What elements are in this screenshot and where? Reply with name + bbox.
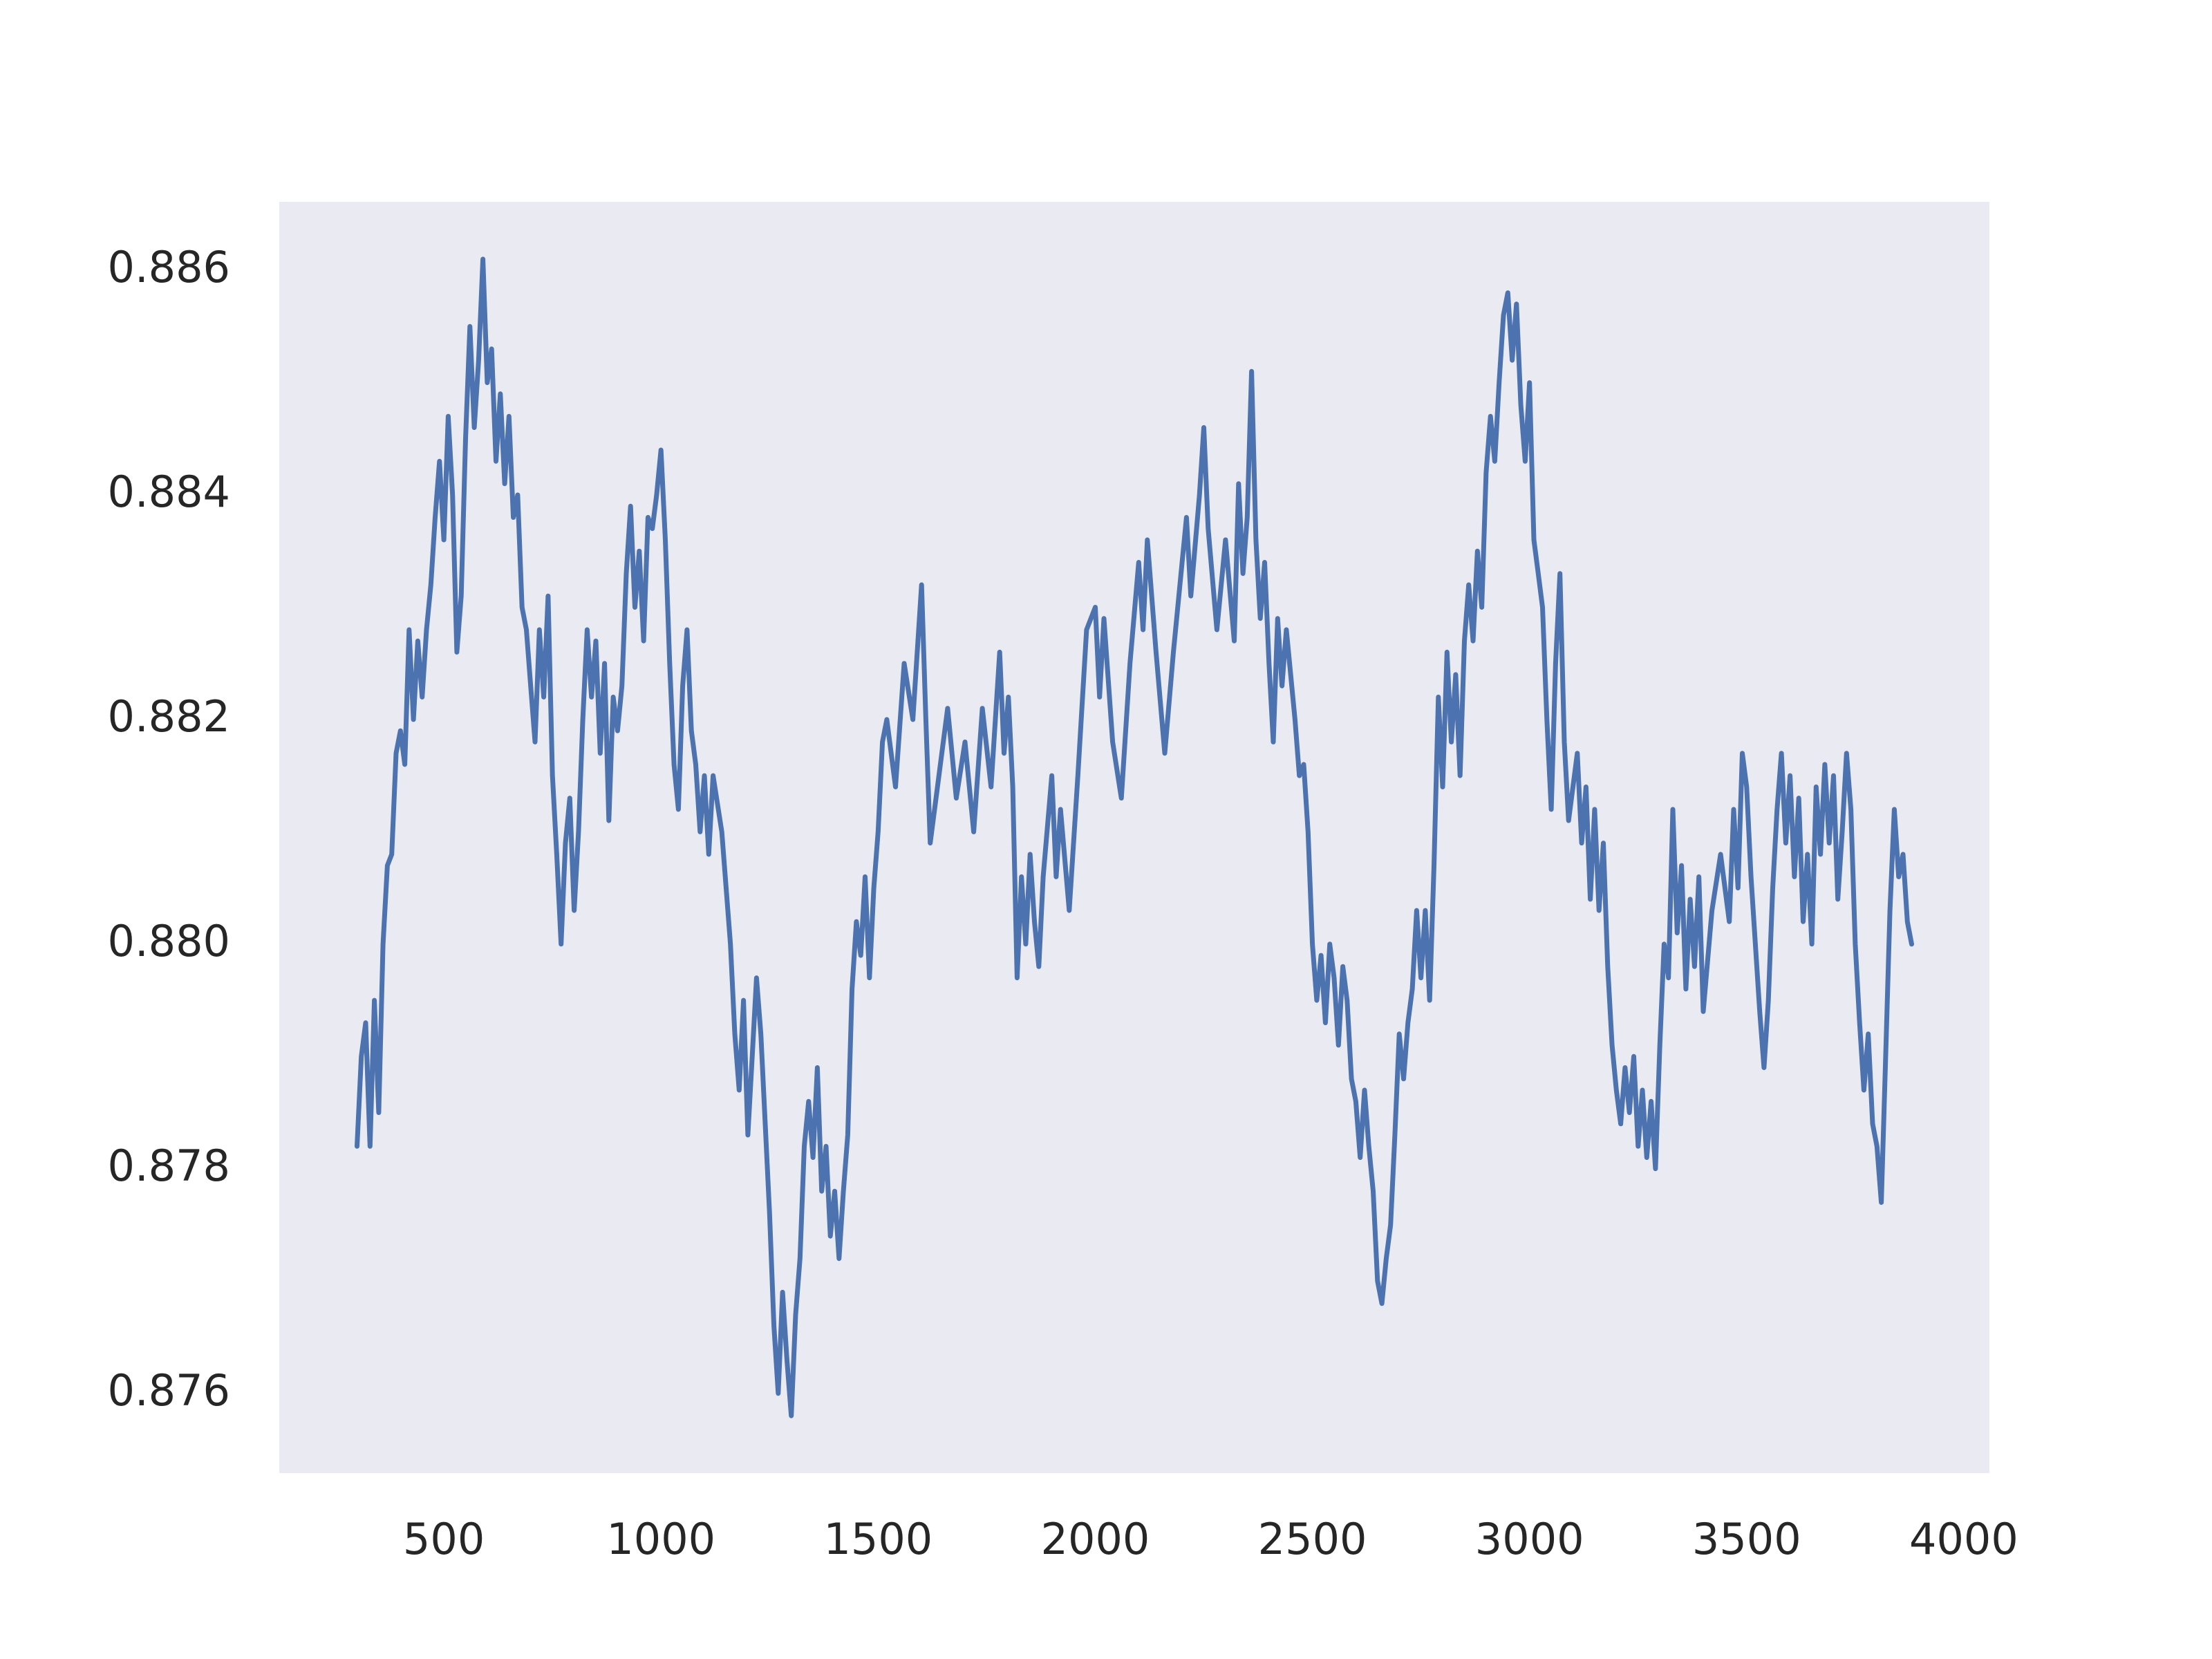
y-tick-label: 0.876: [108, 1365, 231, 1416]
x-tick-label: 1000: [606, 1514, 715, 1564]
x-tick-label: 4000: [1909, 1514, 2018, 1564]
data-line: [355, 256, 1914, 1418]
x-tick-label: 2000: [1041, 1514, 1150, 1564]
x-tick-label: 2500: [1258, 1514, 1367, 1564]
x-tick-label: 1500: [823, 1514, 932, 1564]
y-tick-label: 0.880: [108, 916, 231, 966]
y-tick-label: 0.878: [108, 1141, 231, 1191]
x-tick-label: 500: [403, 1514, 485, 1564]
x-tick-label: 3000: [1475, 1514, 1584, 1564]
x-tick-label: 3500: [1692, 1514, 1801, 1564]
y-tick-label: 0.886: [108, 242, 231, 292]
y-tick-label: 0.882: [108, 691, 231, 742]
y-tick-label: 0.884: [108, 467, 231, 517]
